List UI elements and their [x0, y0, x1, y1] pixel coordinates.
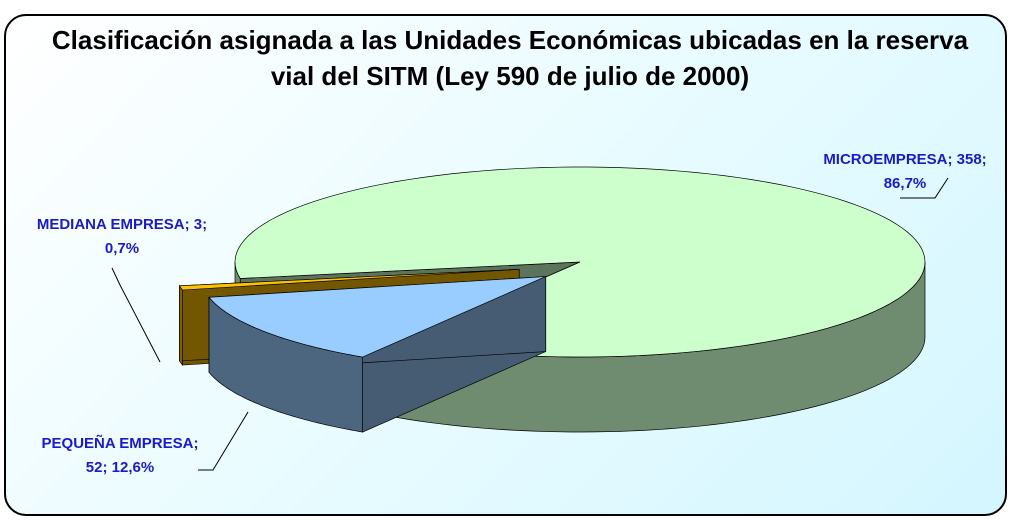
slice-label: MICROEMPRESA; 358; 86,7%	[823, 151, 987, 192]
slice	[234, 166, 926, 358]
leader-line	[900, 177, 949, 199]
slice-side	[179, 284, 183, 367]
slice-label: PEQUEÑA EMPRESA; 52; 12,6%	[41, 435, 199, 476]
slice	[178, 268, 520, 291]
chart-title: Clasificación asignada a las Unidades Ec…	[51, 25, 969, 91]
slice-label: MEDIANA EMPRESA; 3; 0,7%	[36, 216, 208, 257]
leader-line	[111, 267, 161, 363]
slice	[208, 276, 546, 358]
leader-line	[198, 411, 249, 471]
